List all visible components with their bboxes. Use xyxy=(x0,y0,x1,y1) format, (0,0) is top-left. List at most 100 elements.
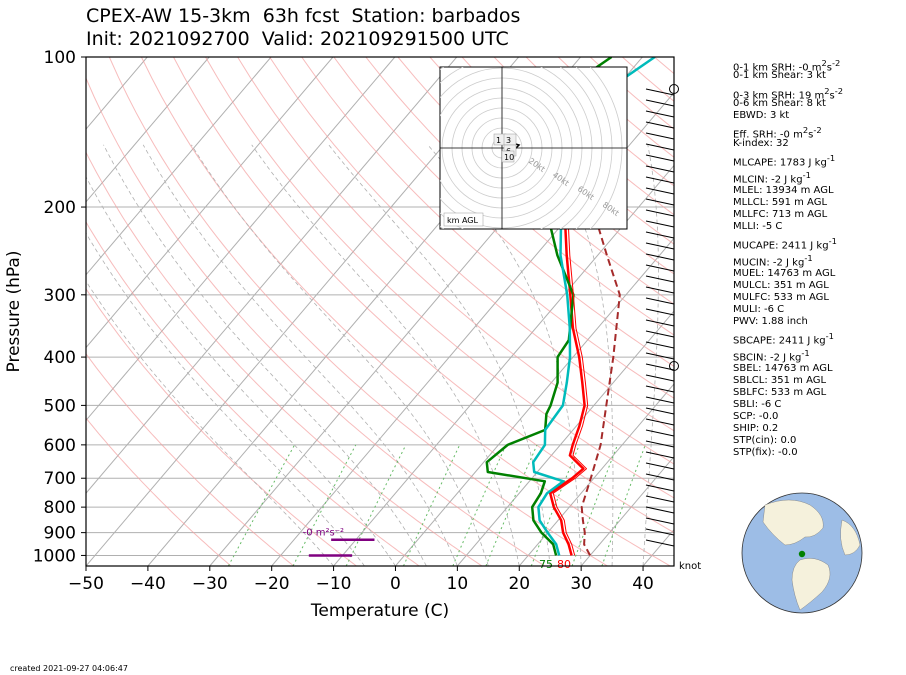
y-tick-label: 1000 xyxy=(33,546,76,566)
isotherm xyxy=(271,91,674,566)
param-sbel: SBEL: 14763 m AGL xyxy=(733,363,833,374)
param-srh-0-1: 0-1 km SRH: -0 m2s-2 xyxy=(733,58,841,74)
moist-adiabat xyxy=(86,280,334,566)
param-mulcl: MULCL: 351 m AGL xyxy=(733,280,829,291)
moist-adiabat xyxy=(544,144,614,566)
param-mllcl: MLLCL: 591 m AGL xyxy=(733,197,828,208)
surface-dewpoint-label: 75 xyxy=(539,558,553,571)
param-pwv: PWV: 1.88 inch xyxy=(733,316,808,327)
x-axis-label: Temperature (C) xyxy=(310,601,449,621)
wind-barb xyxy=(645,88,675,96)
chart-title-line-2: Init: 2021092700 Valid: 202109291500 UTC xyxy=(86,28,509,50)
wind-barb xyxy=(645,385,675,393)
hodograph-height-label: 1 xyxy=(496,136,501,145)
param-sblfc: SBLFC: 533 m AGL xyxy=(733,387,827,398)
hodograph-height-label: 10 xyxy=(504,153,514,162)
isotherm xyxy=(86,57,334,349)
wind-barb xyxy=(645,154,675,162)
isotherm xyxy=(395,237,674,566)
wind-barb xyxy=(645,209,675,217)
wind-barb xyxy=(645,374,675,382)
param-mulfc: MULFC: 533 m AGL xyxy=(733,292,829,303)
dry-adiabat xyxy=(86,221,420,566)
x-tick-label: 10 xyxy=(447,574,469,594)
dry-adiabat xyxy=(269,57,674,432)
x-tick-label: −20 xyxy=(254,574,290,594)
param-mucape: MUCAPE: 2411 J kg-1 xyxy=(733,236,837,252)
globe-locator xyxy=(741,492,863,614)
hodograph-height-label: 3 xyxy=(506,136,511,145)
moist-adiabat xyxy=(86,176,396,566)
dry-adiabat xyxy=(86,287,357,566)
y-tick-label: 200 xyxy=(44,198,76,218)
y-tick-label: 400 xyxy=(44,348,76,368)
temperature-line xyxy=(548,113,586,556)
wind-barb xyxy=(645,528,675,536)
wind-barb xyxy=(645,396,675,404)
x-tick-label: 30 xyxy=(570,574,592,594)
dry-adiabat xyxy=(397,57,674,305)
param-sbli: SBLI: -6 C xyxy=(733,399,782,410)
isotherm xyxy=(86,57,272,276)
mixing-ratio-line xyxy=(292,444,357,566)
virtual-temperature-line xyxy=(552,144,589,556)
dry-adiabat xyxy=(86,151,483,566)
isotherm xyxy=(86,57,458,494)
param-mllfc: MLLFC: 713 m AGL xyxy=(733,209,828,220)
wind-barb xyxy=(645,517,675,525)
x-tick-label: −10 xyxy=(316,574,352,594)
dry-adiabat xyxy=(86,417,232,566)
mixing-ratio-line xyxy=(452,444,507,566)
param-ebwd: EBWD: 3 kt xyxy=(733,110,790,121)
wind-barb xyxy=(645,176,675,184)
barb-unit-label: knot xyxy=(679,561,701,572)
moist-adiabat xyxy=(642,144,659,566)
wind-barb xyxy=(645,462,675,470)
param-sbcin: SBCIN: -2 J kg-1 xyxy=(733,348,810,364)
y-tick-label: 800 xyxy=(44,498,76,518)
wind-barb xyxy=(645,539,675,547)
wind-barb xyxy=(645,187,675,195)
parcel-line xyxy=(555,77,621,556)
param-sbcape: SBCAPE: 2411 J kg-1 xyxy=(733,331,834,347)
dry-adiabat xyxy=(173,57,674,534)
wind-barb xyxy=(645,473,675,481)
mixing-ratio-line xyxy=(530,444,580,566)
dry-adiabat xyxy=(86,77,545,566)
moist-adiabat xyxy=(142,144,458,566)
y-tick-label: 600 xyxy=(44,436,76,456)
y-tick-label: 300 xyxy=(44,286,76,306)
y-tick-label: 900 xyxy=(44,524,76,544)
wind-barb xyxy=(645,132,675,140)
param-ship: SHIP: 0.2 xyxy=(733,423,779,434)
y-tick-label: 500 xyxy=(44,396,76,416)
wind-barb xyxy=(645,231,675,239)
calm-wind-circle xyxy=(669,84,679,94)
hodograph-label: km AGL xyxy=(447,216,479,225)
wind-barb xyxy=(645,275,675,283)
param-k-index: K-index: 32 xyxy=(733,138,789,149)
plot-frame xyxy=(85,56,675,567)
y-tick-label: 100 xyxy=(44,48,76,68)
wind-barb xyxy=(645,143,675,151)
param-stp-cin: STP(cin): 0.0 xyxy=(733,435,797,446)
wind-barb xyxy=(645,308,675,316)
param-mucin: MUCIN: -2 J kg-1 xyxy=(733,253,813,269)
wind-barb xyxy=(645,451,675,459)
hodograph-inset: 20kt40kt60kt80kt13610km AGL xyxy=(439,66,628,230)
wind-barb xyxy=(645,341,675,349)
dry-adiabat xyxy=(365,57,674,336)
x-tick-label: 0 xyxy=(390,574,401,594)
param-scp: SCP: -0.0 xyxy=(733,411,779,422)
wind-barb xyxy=(645,242,675,250)
dry-adiabat xyxy=(333,57,674,367)
y-tick-label: 700 xyxy=(44,469,76,489)
wind-barb xyxy=(645,418,675,426)
wind-barb xyxy=(645,286,675,294)
srh-annotation: -0 m²s⁻² xyxy=(303,528,344,539)
dry-adiabat xyxy=(140,57,671,566)
param-stp-fix: STP(fix): -0.0 xyxy=(733,447,798,458)
chart-title-line-1: CPEX-AW 15-3km 63h fcst Station: barbado… xyxy=(86,5,521,27)
mixing-ratio-line xyxy=(571,444,618,566)
